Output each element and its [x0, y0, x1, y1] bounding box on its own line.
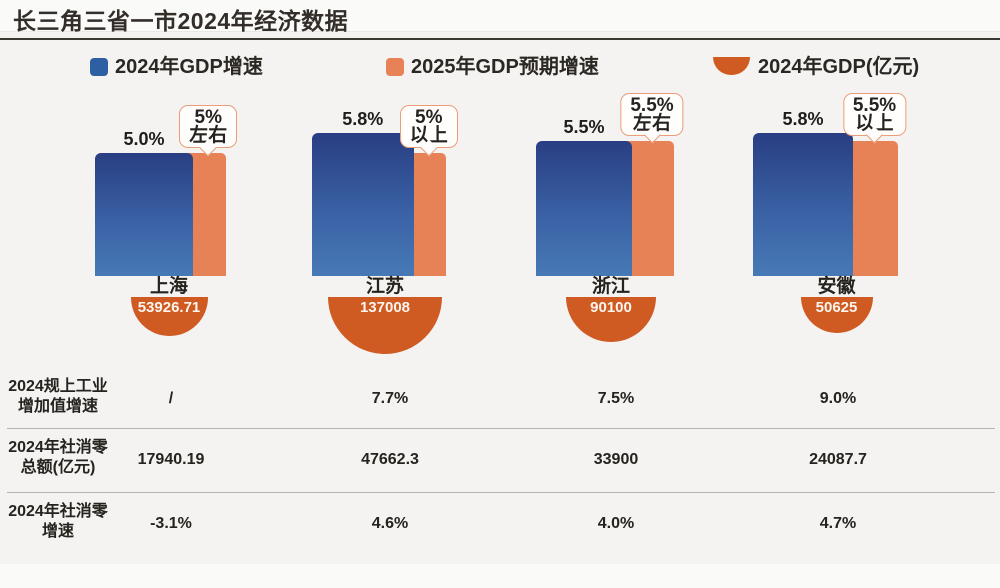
- callout-line-2: 左右: [632, 112, 671, 134]
- row-label-line: 总额(亿元): [20, 459, 96, 476]
- gdp-value-label: 137008: [359, 299, 411, 316]
- row-label: 2024年社消零 增速: [0, 502, 116, 543]
- page-title: 长三角三省一市2024年经济数据: [13, 8, 349, 34]
- table-value: /: [168, 390, 174, 407]
- table-value: 9.0%: [819, 390, 857, 407]
- row-separator: [7, 492, 995, 493]
- legend-label: 2024年GDP(亿元): [758, 56, 920, 78]
- table-value: 24087.7: [809, 451, 867, 468]
- gdp-value-label: 90100: [590, 299, 632, 316]
- header-band: [0, 0, 1000, 32]
- row-label-line: 增加值增速: [17, 398, 98, 415]
- table-value: 4.0%: [597, 515, 635, 532]
- gdp-value-label: 53926.71: [137, 299, 201, 316]
- bar-value-label: 5.8%: [342, 109, 384, 130]
- row-label-line: 2024年社消零: [8, 502, 108, 520]
- table-value: -3.1%: [150, 515, 192, 532]
- gdp-value-label: 50625: [815, 299, 858, 316]
- table-value: 4.6%: [371, 515, 409, 532]
- province-label: 浙江: [591, 276, 630, 297]
- metrics-table: 2024规上工业 增加值增速 / 7.7% 7.5% 9.0% 2024年社消零 总额(亿元)…: [0, 370, 1000, 560]
- row-label: 2024规上工业 增加值增速: [0, 377, 116, 418]
- legend-label: 2024年GDP增速: [115, 56, 263, 78]
- province-label: 江苏: [365, 276, 404, 297]
- table-value: 47662.3: [361, 451, 419, 468]
- expected-growth-callout: 5% 左右: [179, 105, 238, 148]
- legend-item-gdp-total: 2024年GDP(亿元): [713, 54, 919, 80]
- bar-2024-gdp-growth: [95, 153, 193, 276]
- table-row: 2024规上工业 增加值增速 / 7.7% 7.5% 9.0%: [0, 370, 1000, 428]
- province-label: 上海: [149, 276, 188, 297]
- legend: 2024年GDP增速 2025年GDP预期增速 2024年GDP(亿元): [0, 54, 1000, 80]
- bar-2024-gdp-growth: [753, 133, 853, 276]
- bar-2024-gdp-growth: [536, 140, 632, 276]
- bar-2024-gdp-growth: [312, 133, 414, 276]
- table-value: 33900: [593, 451, 639, 468]
- callout-line-1: 5.5%: [852, 94, 897, 116]
- table-value: 7.5%: [597, 390, 635, 407]
- orange-square-swatch-icon: [386, 58, 404, 76]
- row-label: 2024年社消零 总额(亿元): [0, 438, 116, 479]
- bar-value-label: 5.0%: [123, 129, 165, 149]
- callout-line-2: 以上: [855, 112, 894, 134]
- table-value: 7.7%: [371, 390, 409, 407]
- legend-label: 2025年GDP预期增速: [411, 56, 599, 78]
- title-underline: [0, 38, 1000, 40]
- orange-semicircle-swatch-icon: [713, 57, 750, 75]
- expected-growth-callout: 5% 以上: [399, 105, 458, 148]
- table-row: 2024年社消零 总额(亿元) 17940.19 47662.3 33900 24087.…: [0, 428, 1000, 492]
- chart-area: 5.0% 5% 左右 上海 53926.71 5.8% 5% 以上 江苏 137…: [0, 80, 1000, 370]
- expected-growth-callout: 5.5% 左右: [620, 92, 684, 136]
- callout-line-1: 5%: [415, 107, 443, 128]
- bar-value-label: 5.5%: [563, 116, 605, 137]
- callout-line-2: 以上: [409, 125, 448, 146]
- legend-item-gdp-growth-2024: 2024年GDP增速: [90, 54, 263, 80]
- row-label-line: 2024年社消零: [8, 438, 108, 456]
- legend-item-gdp-growth-2025: 2025年GDP预期增速: [386, 54, 599, 80]
- expected-growth-callout: 5.5% 以上: [842, 92, 907, 136]
- callout-line-1: 5%: [194, 107, 222, 128]
- row-label-line: 2024规上工业: [8, 377, 108, 395]
- bottom-band: [0, 564, 1000, 588]
- row-separator: [7, 428, 995, 429]
- callout-line-2: 左右: [189, 125, 228, 146]
- row-label-line: 增速: [41, 523, 74, 540]
- table-value: 17940.19: [137, 451, 205, 468]
- blue-square-swatch-icon: [90, 58, 108, 76]
- province-label: 安徽: [817, 276, 856, 297]
- table-value: 4.7%: [819, 515, 857, 532]
- table-row: 2024年社消零 增速 -3.1% 4.6% 4.0% 4.7%: [0, 492, 1000, 556]
- callout-line-1: 5.5%: [630, 94, 674, 116]
- bar-value-label: 5.8%: [782, 109, 824, 130]
